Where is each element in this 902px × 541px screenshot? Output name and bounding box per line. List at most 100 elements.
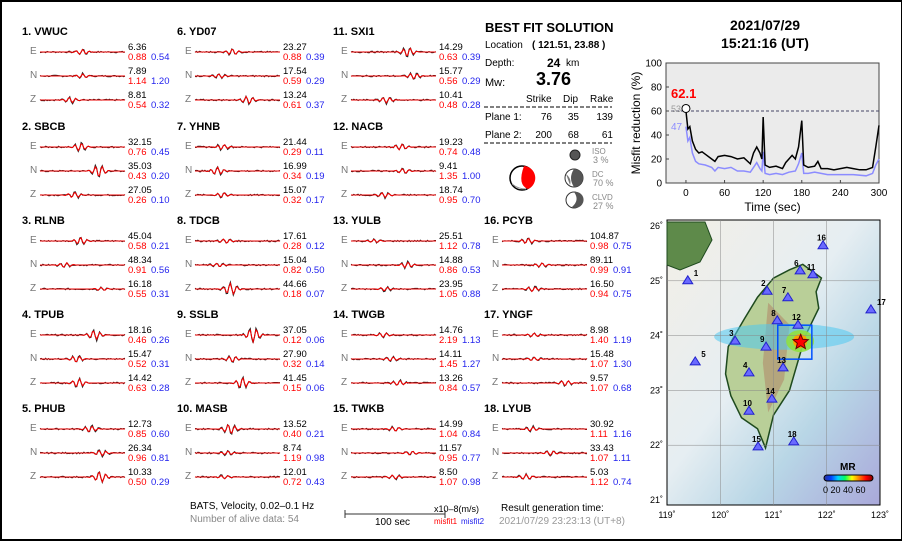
station-number: 12 bbox=[792, 313, 801, 322]
observed-trace bbox=[501, 332, 588, 338]
peak-amplitude: 13.52 bbox=[283, 419, 307, 430]
misfit2-value: 0.60 bbox=[151, 429, 170, 440]
epicenter-star-icon bbox=[791, 332, 810, 350]
plane-dip: 68 bbox=[567, 130, 579, 141]
misfit2-value: 0.19 bbox=[306, 171, 325, 182]
peak-amplitude: 8.50 bbox=[439, 467, 458, 478]
lat-tick-label: 22˚ bbox=[650, 440, 663, 450]
misfit1-value: 0.15 bbox=[283, 383, 302, 394]
misfit2-value: 0.57 bbox=[462, 383, 481, 394]
mr-grid bbox=[714, 323, 855, 350]
synthetic-trace bbox=[40, 471, 125, 484]
misfit1-value: 0.98 bbox=[590, 241, 609, 252]
synthetic-trace bbox=[502, 262, 587, 268]
component-label: N bbox=[185, 353, 193, 364]
station-title: 6. YD07 bbox=[177, 26, 217, 38]
plane-label: Plane 2: bbox=[485, 130, 522, 141]
peak-amplitude: 17.54 bbox=[283, 66, 307, 77]
lon-tick-label: 121˚ bbox=[764, 510, 782, 520]
component-percent: 27 % bbox=[593, 201, 614, 211]
component-label: E bbox=[30, 141, 37, 152]
best-fit-marker bbox=[681, 103, 691, 113]
misfit1-value: 0.88 bbox=[128, 52, 147, 63]
synthetic-trace bbox=[40, 330, 125, 341]
peak-amplitude: 15.04 bbox=[283, 255, 307, 266]
lat-tick-label: 24˚ bbox=[650, 331, 663, 341]
component-label: Z bbox=[341, 283, 348, 294]
misfit2-value: 0.98 bbox=[462, 477, 481, 488]
misfit2-value: 0.75 bbox=[613, 289, 632, 300]
misfit1-value: 1.05 bbox=[439, 289, 458, 300]
synthetic-trace bbox=[351, 426, 436, 432]
misfit2-value: 0.20 bbox=[151, 171, 170, 182]
synthetic-trace bbox=[351, 380, 436, 386]
peak-amplitude: 37.05 bbox=[283, 325, 307, 336]
synthetic-trace bbox=[195, 238, 280, 244]
synthetic-trace bbox=[502, 473, 587, 480]
synthetic-trace bbox=[195, 48, 280, 56]
peak-amplitude: 12.73 bbox=[128, 419, 152, 430]
component-label: N bbox=[492, 353, 500, 364]
peak-amplitude: 14.29 bbox=[439, 42, 463, 53]
misfit1-value: 0.99 bbox=[590, 265, 609, 276]
lon-tick-label: 123˚ bbox=[871, 510, 889, 520]
synthetic-trace bbox=[351, 47, 436, 57]
misfit2-value: 0.77 bbox=[462, 453, 481, 464]
component-label: E bbox=[341, 141, 348, 152]
misfit1-value: 1.19 bbox=[283, 453, 302, 464]
misfit2-value: 1.19 bbox=[613, 335, 632, 346]
scale-bar-label: 100 sec bbox=[375, 517, 411, 528]
peak-amplitude: 104.87 bbox=[590, 231, 620, 242]
component-label: N bbox=[185, 447, 193, 458]
misfit1-value: 0.32 bbox=[283, 195, 302, 206]
y-tick-label: 80 bbox=[651, 83, 663, 94]
peak-amplitude: 89.11 bbox=[590, 255, 614, 266]
peak-amplitude: 48.34 bbox=[128, 255, 152, 266]
component-label: N bbox=[492, 447, 500, 458]
misfit1-value: 0.52 bbox=[128, 359, 147, 370]
misfit1-value: 0.32 bbox=[283, 359, 302, 370]
station-number: 10 bbox=[743, 399, 752, 408]
station-triangle-icon bbox=[794, 264, 807, 275]
component-label: Z bbox=[185, 377, 192, 388]
misfit1-value: 0.95 bbox=[439, 453, 458, 464]
x-tick-label: 240 bbox=[832, 188, 849, 199]
station-triangle-icon bbox=[777, 361, 789, 372]
header-dip: Dip bbox=[563, 94, 579, 105]
component-label: Z bbox=[341, 377, 348, 388]
lon-tick-label: 119˚ bbox=[658, 510, 675, 520]
y-tick-label: 60 bbox=[651, 107, 663, 118]
peak-amplitude: 27.90 bbox=[283, 349, 307, 360]
misfit1-value: 0.61 bbox=[283, 100, 302, 111]
misfit1-value: 0.82 bbox=[283, 265, 302, 276]
blue-start-value: 47 bbox=[671, 122, 683, 133]
misfit2-value: 0.68 bbox=[613, 383, 632, 394]
misfit2-value: 0.14 bbox=[306, 359, 325, 370]
component-percent: 3 % bbox=[593, 155, 609, 165]
peak-amplitude: 45.04 bbox=[128, 231, 152, 242]
misfit2-value: 1.20 bbox=[151, 76, 170, 87]
misfit1-value: 0.95 bbox=[439, 195, 458, 206]
station-number: 16 bbox=[817, 234, 826, 243]
peak-amplitude: 14.88 bbox=[439, 255, 463, 266]
component-label: E bbox=[341, 46, 348, 57]
peak-amplitude: 25.51 bbox=[439, 231, 463, 242]
component-label: Z bbox=[30, 471, 37, 482]
generation-time: 2021/07/29 23:23:13 (UT+8) bbox=[499, 516, 625, 527]
misfit2-legend: misfit2 bbox=[461, 517, 485, 526]
y-tick-label: 40 bbox=[651, 131, 663, 142]
synthetic-trace bbox=[195, 192, 280, 198]
station-number: 9 bbox=[760, 335, 765, 344]
peak-amplitude: 14.76 bbox=[439, 325, 463, 336]
misfit1-value: 1.07 bbox=[590, 383, 609, 394]
component-label: Z bbox=[341, 471, 348, 482]
station-number: 7 bbox=[782, 286, 787, 295]
peak-amplitude: 41.45 bbox=[283, 373, 307, 384]
misfit2-value: 0.12 bbox=[306, 241, 325, 252]
misfit1-value: 1.07 bbox=[439, 477, 458, 488]
misfit1-value: 0.58 bbox=[128, 241, 147, 252]
x-tick-label: 300 bbox=[871, 188, 888, 199]
misfit2-value: 0.56 bbox=[151, 265, 170, 276]
synthetic-trace bbox=[195, 281, 280, 296]
station-number: 4 bbox=[743, 361, 748, 370]
